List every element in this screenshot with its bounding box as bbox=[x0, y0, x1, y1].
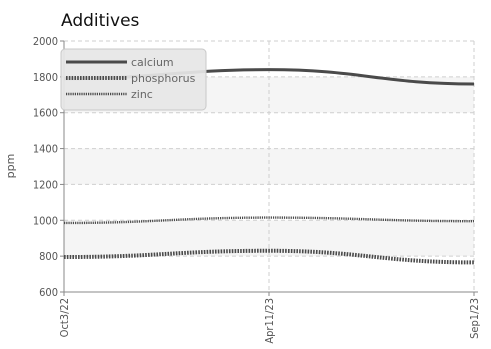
y-axis-label: ppm bbox=[4, 154, 17, 179]
y-tick-label: 1600 bbox=[33, 107, 58, 120]
y-tick-label: 600 bbox=[39, 286, 58, 299]
x-tick-label: Oct3/22 bbox=[58, 298, 71, 337]
legend: calcium phosphorus zinc bbox=[60, 48, 207, 111]
y-tick-label: 2000 bbox=[33, 35, 58, 48]
series-line-phosphorus bbox=[63, 248, 475, 265]
legend-label-zinc: zinc bbox=[131, 88, 153, 101]
y-tick-label: 1800 bbox=[33, 71, 58, 84]
y-tick-label: 1000 bbox=[33, 214, 58, 227]
y-tick-label: 800 bbox=[39, 250, 58, 263]
y-tick-label: 1400 bbox=[33, 143, 58, 156]
chart-title: Additives bbox=[61, 11, 140, 31]
y-tick-label: 1200 bbox=[33, 178, 58, 191]
x-tick-label: Sep1/23 bbox=[468, 298, 481, 339]
series-line-zinc bbox=[63, 216, 475, 225]
legend-label-phosphorus: phosphorus bbox=[131, 72, 196, 85]
x-tick-label: Apr11/23 bbox=[263, 298, 276, 344]
legend-label-calcium: calcium bbox=[131, 56, 174, 69]
